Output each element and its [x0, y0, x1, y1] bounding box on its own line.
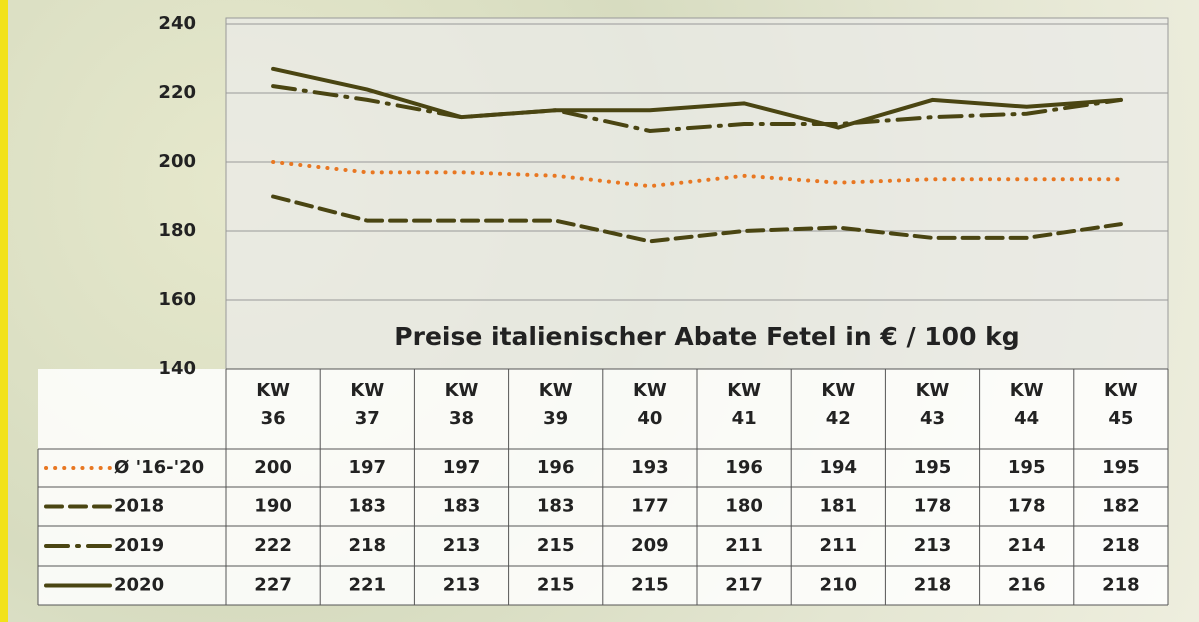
table-value: 218	[1102, 575, 1140, 596]
table-value: 194	[820, 457, 858, 478]
x-tick-label: KW 36	[256, 380, 290, 429]
legend-label: Ø '16-'20	[114, 457, 204, 478]
edge-stripe	[0, 0, 8, 622]
table-value: 213	[443, 575, 481, 596]
table-value: 227	[254, 575, 292, 596]
table-value: 215	[537, 575, 575, 596]
y-tick-label: 220	[158, 82, 196, 103]
table-value: 177	[631, 496, 669, 517]
table-value: 196	[537, 457, 575, 478]
table-value: 182	[1102, 496, 1140, 517]
table-value: 183	[349, 496, 387, 517]
table-value: 209	[631, 535, 669, 556]
table-value: 217	[725, 575, 763, 596]
table-value: 221	[349, 575, 387, 596]
table-value: 216	[1008, 575, 1046, 596]
legend-label: 2020	[114, 575, 164, 596]
table-value: 183	[443, 496, 481, 517]
table-value: 211	[820, 535, 858, 556]
x-tick-label: KW 44	[1009, 380, 1044, 429]
table-value: 195	[914, 457, 952, 478]
x-tick-label: KW 39	[538, 380, 573, 429]
x-tick-label: KW 43	[915, 380, 950, 429]
table-value: 218	[1102, 535, 1140, 556]
plot-area	[225, 17, 1169, 370]
table-value: 210	[820, 575, 858, 596]
table-value: 214	[1008, 535, 1046, 556]
table-value: 218	[914, 575, 952, 596]
x-tick-label: KW 41	[727, 380, 761, 429]
table-value: 197	[443, 457, 481, 478]
table-value: 178	[914, 496, 952, 517]
table-value: 183	[537, 496, 575, 517]
y-tick-label: 160	[158, 289, 196, 310]
series-line	[271, 194, 1123, 244]
table-value: 190	[254, 496, 292, 517]
y-tick-label: 180	[158, 220, 196, 241]
series-line	[271, 84, 1123, 133]
x-tick-label: KW 40	[632, 380, 667, 429]
table-value: 213	[443, 535, 481, 556]
y-tick-label: 140	[158, 358, 196, 379]
x-tick-label: KW 37	[350, 380, 385, 429]
table-value: 180	[725, 496, 763, 517]
table-value: 211	[725, 535, 763, 556]
table-value: 200	[254, 457, 292, 478]
table-value: 213	[914, 535, 952, 556]
x-tick-label: KW 42	[821, 380, 856, 429]
series-line	[271, 160, 1123, 189]
table-value: 215	[537, 535, 575, 556]
table-value: 195	[1102, 457, 1140, 478]
table-value: 222	[254, 535, 292, 556]
legend-label: 2019	[114, 535, 164, 556]
y-tick-label: 240	[158, 13, 196, 34]
series-line	[271, 66, 1123, 130]
table-value: 178	[1008, 496, 1046, 517]
table-value: 181	[820, 496, 858, 517]
table-value: 197	[349, 457, 387, 478]
table-value: 218	[349, 535, 387, 556]
x-tick-label: KW 38	[444, 380, 479, 429]
table-value: 196	[725, 457, 763, 478]
y-tick-label: 200	[158, 151, 196, 172]
x-tick-label: KW 45	[1103, 380, 1138, 429]
table-value: 195	[1008, 457, 1046, 478]
table-value: 193	[631, 457, 669, 478]
chart-title: Preise italienischer Abate Fetel in € / …	[394, 322, 1019, 351]
table-value: 215	[631, 575, 669, 596]
legend-label: 2018	[114, 496, 164, 517]
